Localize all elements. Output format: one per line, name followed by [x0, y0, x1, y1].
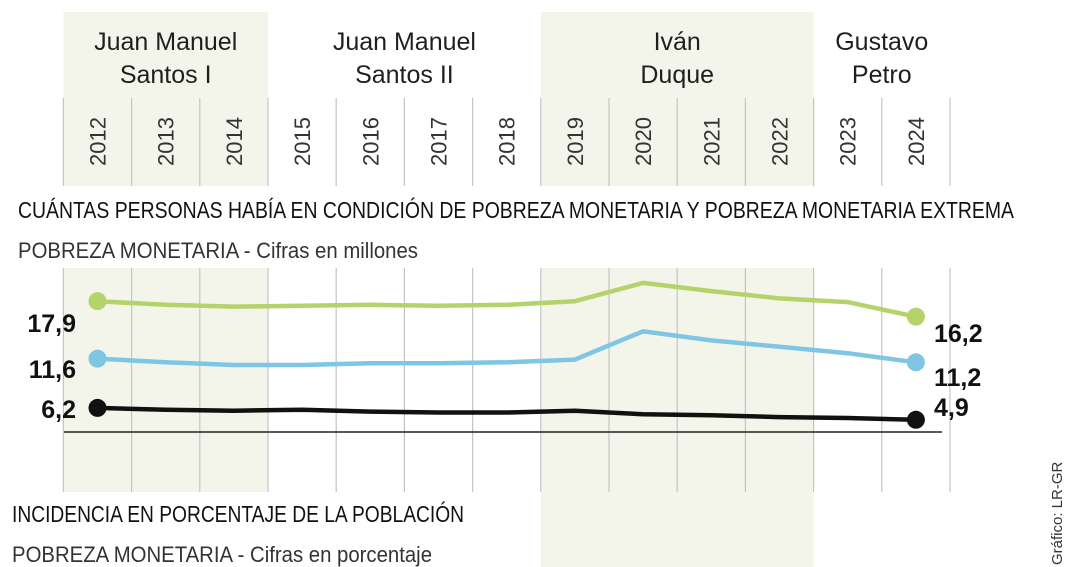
year-label: 2019 — [563, 117, 588, 166]
year-label: 2016 — [358, 117, 383, 166]
period-labels: Juan Manuel Santos I Juan Manuel Santos II I… — [94, 28, 928, 89]
period-name-line: Santos II — [355, 61, 454, 89]
period-band — [63, 12, 269, 567]
series-start-value: 11,6 — [29, 356, 76, 384]
chart-title: CUÁNTAS PERSONAS HABÍA EN CONDICIÓN DE P… — [18, 197, 1015, 223]
second-title-backdrop — [0, 492, 500, 567]
series-line — [95, 280, 919, 319]
series-group — [88, 280, 925, 429]
year-label: 2013 — [154, 117, 179, 166]
series-end-dot — [906, 353, 925, 372]
series-end-value: 16,2 — [934, 320, 983, 348]
value-labels: 17,9 16,2 11,6 11,2 6,2 4,9 — [27, 310, 982, 424]
series-start-dot — [88, 292, 107, 311]
series-start-dot — [88, 349, 107, 368]
title-backdrop — [0, 186, 1030, 268]
year-label: 2015 — [290, 117, 315, 166]
period-name-line: Juan Manuel — [333, 28, 476, 56]
year-label: 2012 — [86, 117, 111, 166]
year-label: 2024 — [904, 117, 929, 166]
period-name-line: Iván — [654, 28, 701, 56]
period-name-line: Petro — [852, 61, 912, 89]
second-chart-subtitle: POBREZA MONETARIA - Cifras en porcentaje — [12, 542, 432, 567]
year-label: 2017 — [427, 117, 452, 166]
series-start-value: 17,9 — [27, 310, 76, 338]
year-label: 2021 — [699, 117, 724, 166]
period-name-line: Juan Manuel — [94, 28, 237, 56]
series-line — [95, 405, 919, 423]
series-end-dot — [906, 307, 925, 326]
chart-subtitle: POBREZA MONETARIA - Cifras en millones — [18, 238, 418, 263]
year-label: 2014 — [222, 117, 247, 166]
year-label: 2022 — [768, 117, 793, 166]
year-label: 2020 — [631, 117, 656, 166]
year-label: 2018 — [495, 117, 520, 166]
year-label: 2023 — [836, 117, 861, 166]
second-chart-title: INCIDENCIA EN PORCENTAJE DE LA POBLACIÓN — [12, 501, 464, 527]
credit-label: Gráfico: LR-GR — [1049, 461, 1066, 565]
period-name-line: Gustavo — [835, 28, 928, 56]
series-end-dot — [906, 410, 925, 429]
year-labels: 2012 2013 2014 2015 2016 2017 2018 2019 2020 2021… — [86, 117, 929, 166]
series-start-value: 6,2 — [41, 396, 76, 424]
series-end-value: 4,9 — [934, 394, 969, 422]
series-end-value: 11,2 — [934, 364, 981, 392]
period-name-line: Santos I — [120, 61, 212, 89]
period-name-line: Duque — [640, 61, 714, 89]
series-start-dot — [88, 398, 107, 417]
series-line — [95, 329, 919, 368]
